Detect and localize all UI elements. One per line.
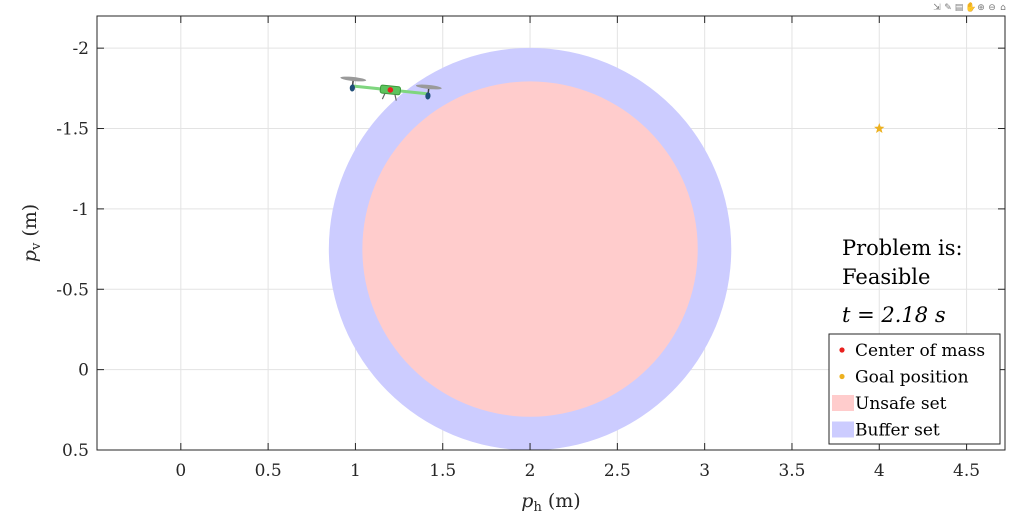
- legend-symbol: [839, 373, 845, 380]
- datatip-icon[interactable]: ▤: [954, 3, 964, 13]
- center-of-mass-marker: [387, 87, 394, 93]
- feasibility-status: Feasible: [842, 265, 930, 289]
- y-tick-label: -0.5: [56, 280, 89, 300]
- x-tick-label: 2.5: [604, 461, 631, 481]
- x-tick-label: 4.5: [953, 461, 980, 481]
- y-tick-labels: -2 -1.5 -1 -0.5 0 0.5: [56, 39, 89, 461]
- motor: [349, 84, 355, 92]
- zoom-out-icon[interactable]: ⊖: [988, 3, 996, 13]
- y-tick-label: -1.5: [56, 120, 89, 140]
- legend: Center of mass Goal position Unsafe set Buf…: [828, 333, 1001, 445]
- home-icon[interactable]: ⌂: [1000, 3, 1006, 13]
- motor: [425, 92, 431, 100]
- legend-label: Buffer set: [855, 421, 940, 441]
- markers: [387, 87, 885, 133]
- y-axis-label: pv(m): [19, 204, 44, 262]
- time-readout: t = 2.18 s: [842, 303, 946, 327]
- x-tick-label: 0: [175, 461, 186, 481]
- propeller: [415, 84, 442, 90]
- propeller: [340, 76, 367, 82]
- export-icon[interactable]: ⇲: [933, 3, 941, 13]
- x-tick-label: 3: [699, 461, 710, 481]
- axes-toolbar: ⇲ ✎ ▤ ✋ ⊕ ⊖ ⌂: [932, 3, 1008, 13]
- x-tick-label: 4: [874, 461, 885, 481]
- x-axis-label: ph (m): [521, 490, 580, 515]
- problem-status-label: Problem is:: [842, 236, 963, 260]
- legend-patch: [832, 395, 854, 411]
- legend-label: Goal position: [855, 368, 969, 388]
- legend-box: [828, 333, 1001, 445]
- unsafe-set: [362, 81, 698, 417]
- legend-symbol: [839, 347, 845, 353]
- legend-patch: [832, 421, 854, 438]
- y-tick-label: -1: [72, 200, 89, 220]
- legend-label: Unsafe set: [855, 394, 947, 414]
- y-tick-label: 0: [78, 361, 89, 381]
- axes-box: [96, 15, 1006, 451]
- x-tick-label: 3.5: [778, 461, 805, 481]
- x-tick-label: 0.5: [255, 461, 282, 481]
- x-tick-label: 1.5: [429, 461, 456, 481]
- x-tick-label: 1: [350, 461, 361, 481]
- sets: [328, 47, 732, 451]
- legend-label: Center of mass: [855, 341, 985, 361]
- drone-leg: [381, 93, 386, 100]
- pan-icon[interactable]: ✋: [965, 3, 977, 13]
- y-tick-label: 0.5: [62, 441, 89, 461]
- goal-position-marker: [874, 123, 885, 133]
- x-tick-labels: 0 0.5 1 1.5 2 2.5 3 3.5 4 4.5: [175, 461, 980, 481]
- y-tick-label: -2: [72, 39, 89, 59]
- zoom-in-icon[interactable]: ⊕: [977, 3, 985, 13]
- ticks: [97, 16, 1005, 451]
- drone-leg: [394, 94, 397, 101]
- x-tick-label: 2: [525, 461, 536, 481]
- brush-icon[interactable]: ✎: [944, 3, 952, 13]
